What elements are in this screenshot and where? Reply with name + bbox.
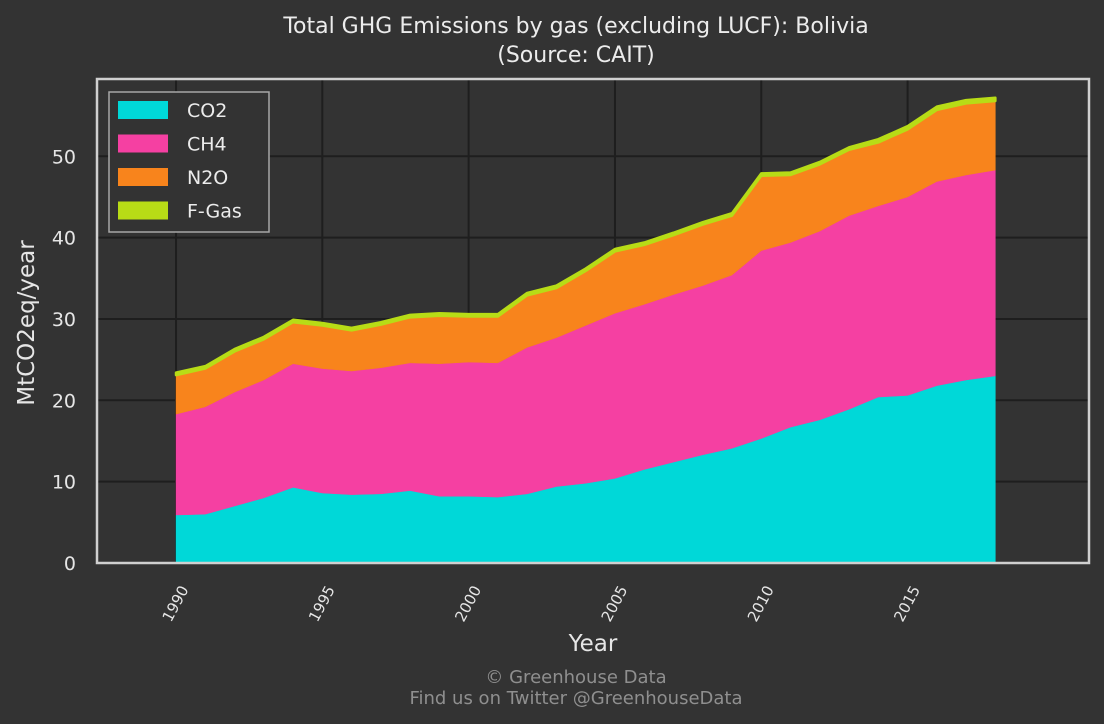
y-tick-label: 0 [64,553,76,575]
stacked-areas [174,96,997,564]
legend-label: CO2 [187,100,227,122]
x-tick-label: 1990 [159,583,193,625]
legend-label: F-Gas [187,201,242,223]
footer-copyright: © Greenhouse Data [485,667,666,688]
legend: CO2 CH4 N2O F-Gas [108,91,270,233]
x-tick-label: 2005 [598,583,632,625]
chart-subtitle: (Source: CAIT) [497,43,654,68]
y-tick-label: 50 [52,146,76,168]
x-axis-label: Year [568,631,618,657]
plot-frame [95,77,1091,565]
area-f-gas [174,96,997,377]
x-axis-ticks: 1990 1995 2000 2005 2010 2015 [159,583,924,625]
y-tick-label: 30 [52,309,76,331]
x-tick-label: 2000 [451,583,485,625]
y-axis-ticks: 0 10 20 30 40 50 [52,146,76,575]
legend-swatch [118,101,168,119]
y-tick-label: 10 [52,472,76,494]
footer-twitter: Find us on Twitter @GreenhouseData [409,688,742,709]
chart-title: Total GHG Emissions by gas (excluding LU… [282,14,868,39]
legend-swatch [118,134,168,153]
legend-label: CH4 [187,134,227,156]
x-tick-label: 2015 [890,583,924,625]
legend-swatch [118,201,168,220]
x-tick-label: 2010 [744,583,778,625]
y-tick-label: 20 [52,390,76,412]
legend-label: N2O [187,167,228,189]
legend-swatch [118,168,168,186]
x-tick-label: 1995 [305,583,339,625]
y-axis-label: MtCO2eq/year [14,240,40,406]
y-tick-label: 40 [52,228,76,250]
